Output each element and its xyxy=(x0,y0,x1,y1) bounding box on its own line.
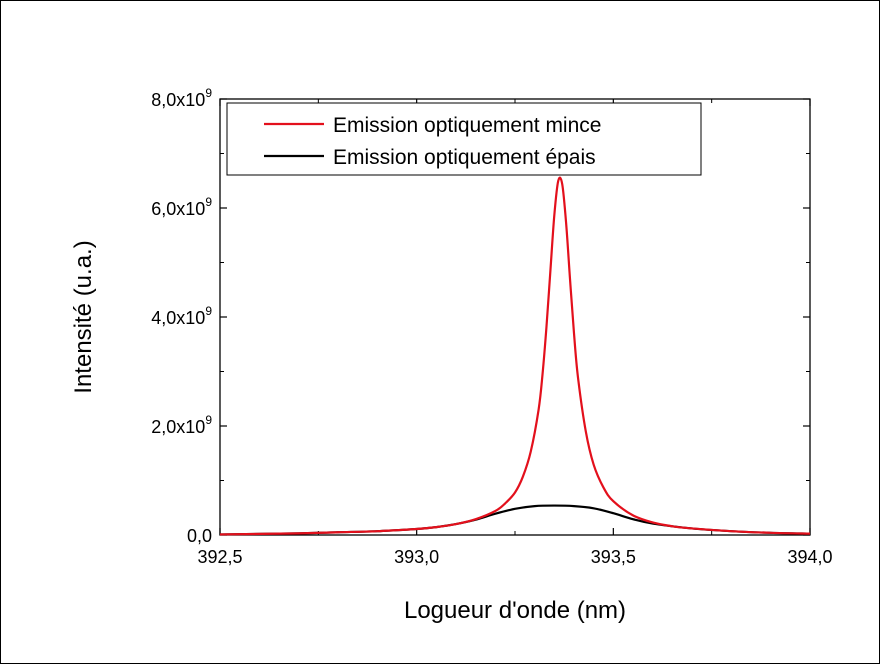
legend: Emission optiquement mince Emission opti… xyxy=(226,102,702,176)
y-tick-label: 2,0x109 xyxy=(151,413,212,437)
y-tick-label: 0,0 xyxy=(187,526,212,546)
x-tick-label: 394,0 xyxy=(787,547,832,567)
x-tick-labels: 392,5 393,0 393,5 394,0 xyxy=(197,547,832,567)
y-tick-label: 4,0x109 xyxy=(151,304,212,328)
legend-label-epais: Emission optiquement épais xyxy=(333,146,596,169)
series-layer xyxy=(219,176,811,536)
legend-label-mince: Emission optiquement mince xyxy=(333,114,601,137)
legend-box xyxy=(226,102,702,176)
y-tick-label: 6,0x109 xyxy=(151,195,212,219)
x-tick-label: 393,0 xyxy=(394,547,439,567)
y-axis-title: Intensité (u.a.) xyxy=(70,240,97,393)
y-tick-label: 8,0x109 xyxy=(151,86,212,110)
x-axis-title: Logueur d'onde (nm) xyxy=(404,597,626,624)
x-tick-label: 393,5 xyxy=(591,547,636,567)
y-tick-labels: 0,0 2,0x109 4,0x109 6,0x109 8,0x109 xyxy=(151,86,212,546)
x-tick-label: 392,5 xyxy=(197,547,242,567)
series-line-mince xyxy=(219,176,811,536)
